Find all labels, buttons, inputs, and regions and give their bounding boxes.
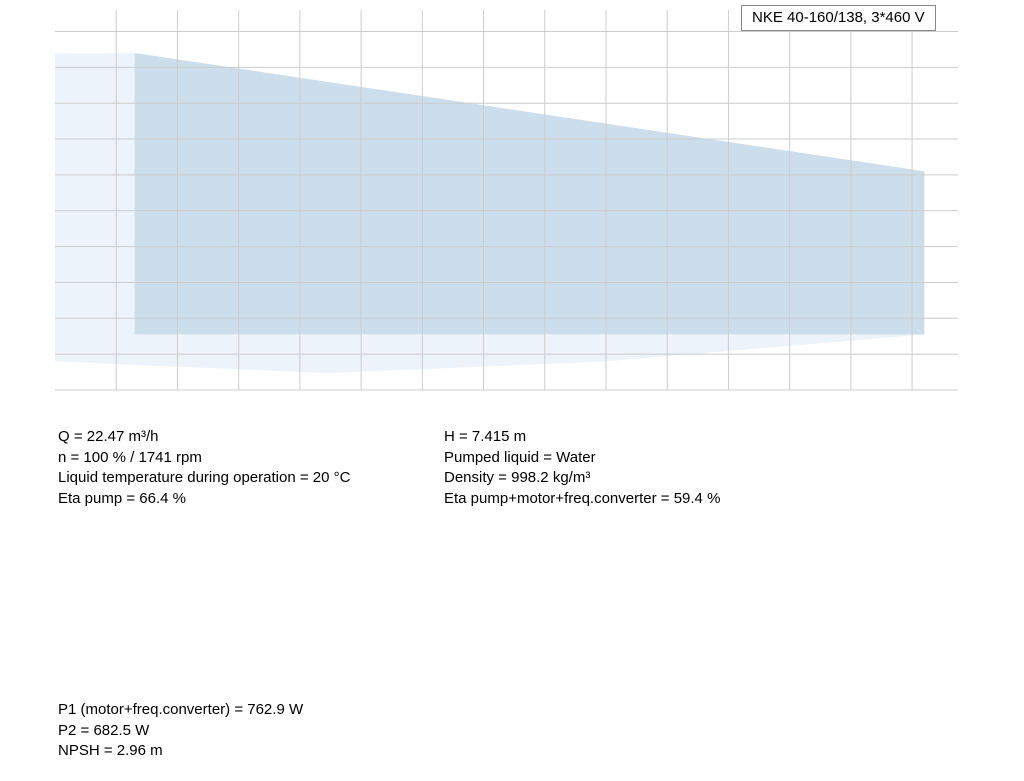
info-left-line-0: Q = 22.47 m³/h <box>58 428 159 445</box>
info-bottom-column: P1 (motor+freq.converter) = 762.9 W P2 =… <box>58 700 303 762</box>
head-eta-chart <box>55 10 958 391</box>
info-bottom-line-0: P1 (motor+freq.converter) = 762.9 W <box>58 701 304 718</box>
pump-model-title: NKE 40-160/138, 3*460 V <box>741 5 936 31</box>
info-right-line-0: H = 7.415 m <box>444 428 527 445</box>
top-chart-group <box>55 10 958 391</box>
info-right-line-2: Density = 998.2 kg/m³ <box>444 469 591 486</box>
operating-envelope-1 <box>134 53 925 335</box>
info-left-line-2: Liquid temperature during operation = 20… <box>58 469 351 486</box>
info-right-line-1: Pumped liquid = Water <box>444 448 596 466</box>
info-right-line-3: Eta pump+motor+freq.converter = 59.4 % <box>444 489 721 507</box>
info-left-line-3: Eta pump = 66.4 % <box>58 489 186 507</box>
info-bottom-line-1: P2 = 682.5 W <box>58 721 150 739</box>
power-npsh-chart-svg <box>0 515 1024 705</box>
power-npsh-chart <box>0 515 1024 705</box>
info-bottom-line-2: NPSH = 2.96 m <box>58 742 163 759</box>
head-eta-chart-svg <box>55 10 958 391</box>
info-left-line-1: n = 100 % / 1741 rpm <box>58 448 202 466</box>
info-right-column: H = 7.415 m Pumped liquid = Water Densit… <box>444 427 720 509</box>
info-left-column: Q = 22.47 m³/h n = 100 % / 1741 rpm Liqu… <box>58 427 350 509</box>
